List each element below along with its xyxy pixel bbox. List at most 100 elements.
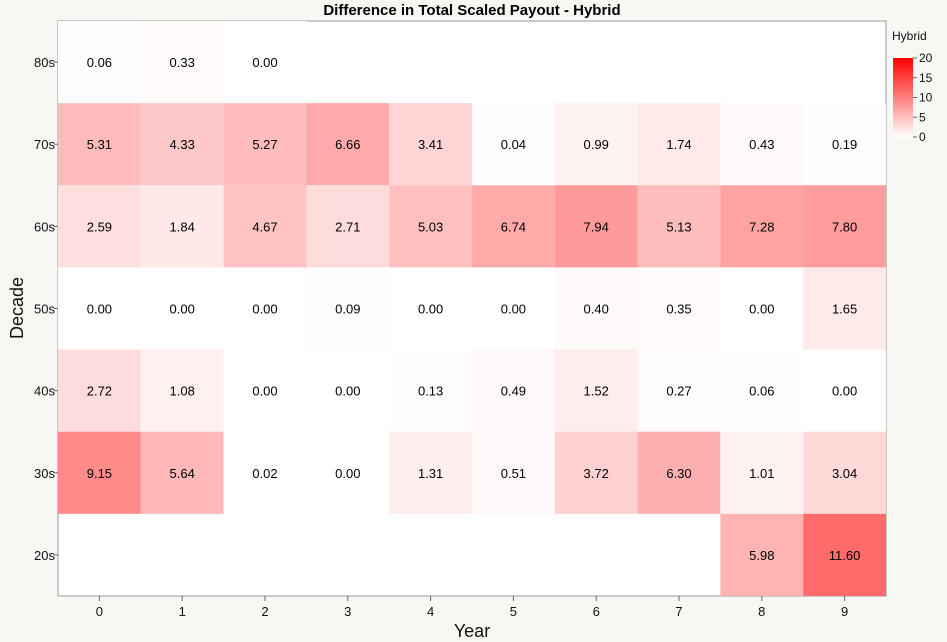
legend-tick-label: 10: [919, 91, 933, 105]
x-tick-label: 4: [427, 604, 434, 619]
heatmap-cell: [140, 267, 224, 350]
cell-value-label: 5.13: [666, 219, 691, 234]
heatmap-cell: [554, 267, 638, 350]
heatmap-cell: [140, 349, 224, 432]
cell-value-label: 1.01: [749, 466, 774, 481]
cell-value-label: 0.00: [87, 302, 112, 317]
heatmap-cell: [472, 349, 555, 432]
cell-value-label: 1.74: [666, 137, 691, 152]
cell-value-label: 0.06: [749, 384, 774, 399]
heatmap-cell: [637, 267, 721, 350]
x-tick-label: 1: [179, 604, 186, 619]
heatmap-cell: [140, 431, 224, 514]
legend-tick-label: 5: [919, 110, 926, 124]
heatmap-cell: [389, 185, 472, 268]
heatmap-cell: [58, 21, 141, 104]
legend-title: Hybrid: [892, 29, 927, 43]
cell-value-label: 0.27: [666, 384, 691, 399]
cell-value-label: 0.00: [501, 302, 526, 317]
heatmap-cell: [306, 431, 390, 514]
heatmap-cell: [472, 185, 555, 268]
y-axis-ticks: 80s 70s 60s 50s 40s 30s 20s: [34, 55, 58, 563]
heatmap-cell: [472, 267, 555, 350]
heatmap-cell: [803, 103, 886, 186]
cell-value-label: 0.00: [335, 466, 360, 481]
cell-value-label: 0.06: [87, 55, 112, 70]
cell-value-label: 1.84: [170, 219, 195, 234]
x-axis-label: Year: [454, 621, 490, 641]
cell-value-label: 7.28: [749, 219, 774, 234]
heatmap-cell: [223, 185, 307, 268]
heatmap-cell: [554, 103, 638, 186]
cell-value-label: 7.80: [832, 219, 857, 234]
heatmap-cell: [637, 349, 721, 432]
heatmap-cell: [140, 21, 224, 104]
x-tick-label: 6: [593, 604, 600, 619]
cell-value-label: 6.74: [501, 219, 526, 234]
legend-tick-label: 15: [919, 71, 933, 85]
heatmap-cell: [803, 185, 886, 268]
chart-title: Difference in Total Scaled Payout - Hybr…: [323, 2, 620, 19]
cell-value-label: 11.60: [829, 548, 861, 563]
heatmap-cell: [223, 103, 307, 186]
cell-value-label: 1.31: [418, 466, 443, 481]
y-tick-label: 20s: [34, 548, 55, 563]
heatmap-cell: [140, 185, 224, 268]
cell-value-label: 0.00: [749, 302, 774, 317]
cell-value-label: 7.94: [584, 219, 609, 234]
heatmap-cell: [58, 267, 141, 350]
heatmap-cell: [720, 267, 804, 350]
heatmap-cell: [223, 21, 307, 104]
heatmap-cells: [58, 21, 886, 596]
heatmap-cell: [803, 349, 886, 432]
cell-value-label: 0.13: [418, 384, 443, 399]
cell-value-label: 3.41: [418, 137, 443, 152]
legend-ticks: 20 15 10 5 0: [913, 51, 933, 144]
x-tick-label: 9: [841, 604, 848, 619]
heatmap-cell: [306, 349, 390, 432]
cell-value-label: 2.72: [87, 384, 112, 399]
cell-value-label: 0.04: [501, 137, 526, 152]
cell-value-label: 0.00: [252, 302, 277, 317]
cell-value-label: 0.43: [749, 137, 774, 152]
cell-value-label: 0.00: [832, 384, 857, 399]
heatmap-cell: [140, 103, 224, 186]
cell-value-label: 4.67: [252, 219, 277, 234]
cell-value-label: 4.33: [170, 137, 195, 152]
cell-value-label: 0.00: [335, 384, 360, 399]
cell-value-label: 0.00: [252, 55, 277, 70]
cell-value-label: 9.15: [87, 466, 112, 481]
heatmap-cell: [803, 513, 886, 596]
x-tick-label: 5: [510, 604, 517, 619]
legend-color-bar: [893, 58, 913, 137]
heatmap-cell: [223, 267, 307, 350]
heatmap-cell: [803, 267, 886, 350]
heatmap-cell: [389, 267, 472, 350]
x-tick-label: 2: [261, 604, 268, 619]
cell-value-label: 5.31: [87, 137, 112, 152]
heatmap-cell: [389, 431, 472, 514]
heatmap-cell: [223, 349, 307, 432]
heatmap-cell: [58, 431, 141, 514]
cell-value-label: 0.00: [252, 384, 277, 399]
heatmap-cell: [803, 431, 886, 514]
y-tick-label: 80s: [34, 55, 55, 70]
cell-value-label: 0.33: [170, 55, 195, 70]
cell-value-label: 3.72: [584, 466, 609, 481]
heatmap-cell: [554, 185, 638, 268]
heatmap-cell: [306, 185, 390, 268]
heatmap-cell: [720, 431, 804, 514]
heatmap-cell: [554, 431, 638, 514]
heatmap-cell: [554, 349, 638, 432]
cell-value-label: 0.09: [335, 302, 360, 317]
y-tick-label: 70s: [34, 137, 55, 152]
cell-value-label: 0.51: [501, 466, 526, 481]
cell-value-label: 0.99: [584, 137, 609, 152]
x-tick-label: 7: [675, 604, 682, 619]
heatmap-cell: [58, 349, 141, 432]
heatmap-cell: [720, 349, 804, 432]
cell-value-label: 5.98: [749, 548, 774, 563]
heatmap-cell: [223, 431, 307, 514]
heatmap-cell: [637, 103, 721, 186]
